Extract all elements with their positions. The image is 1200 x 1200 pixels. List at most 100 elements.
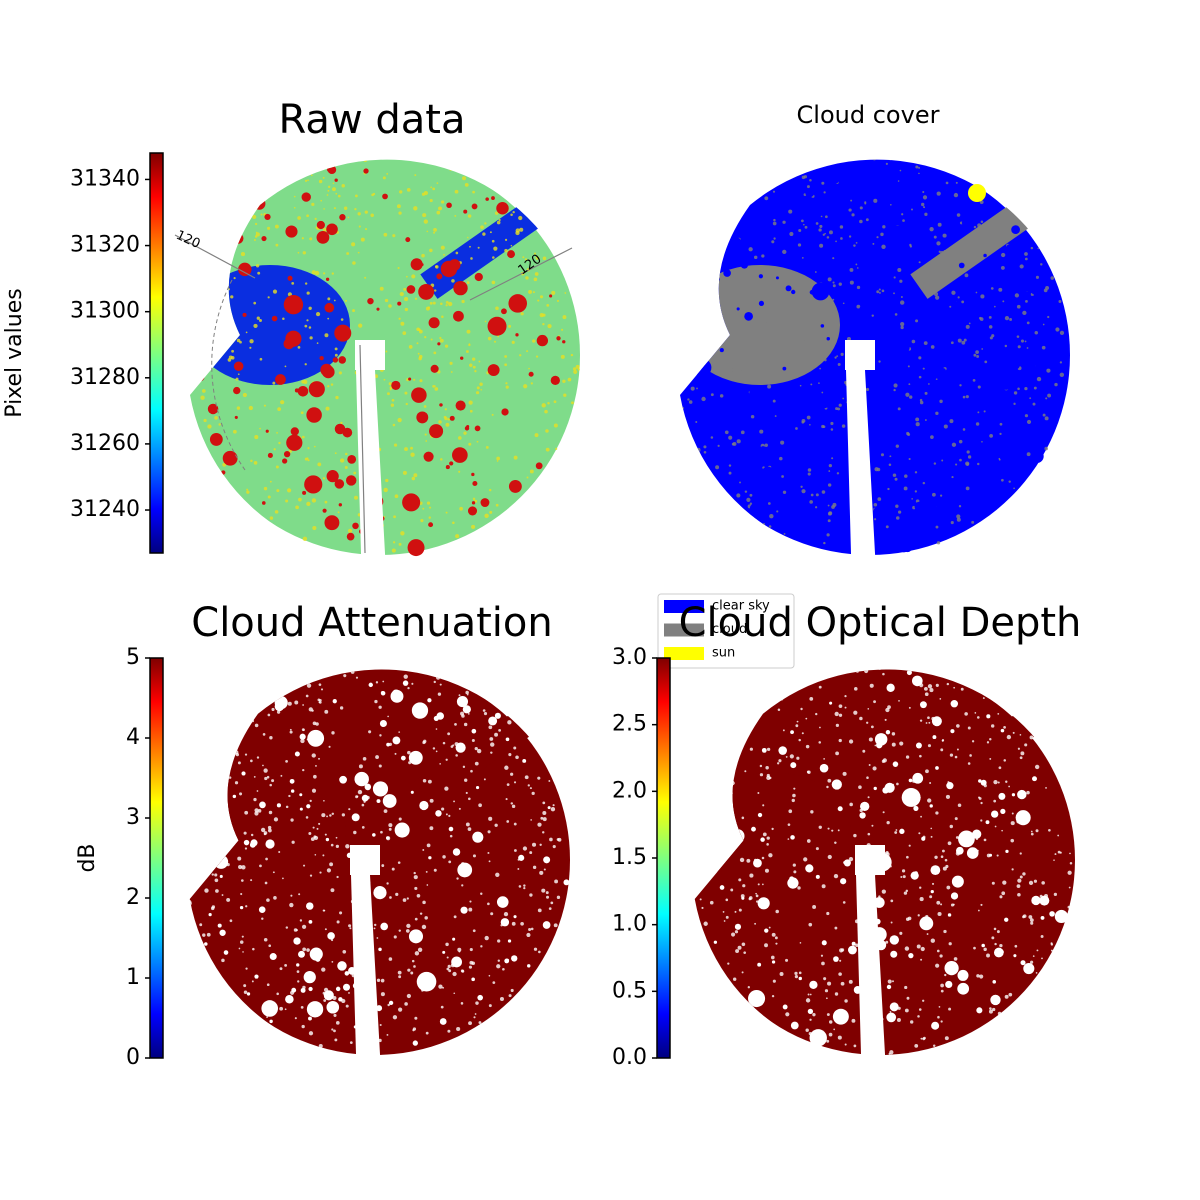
colorbar-label: dB [75,843,100,872]
speck [963,338,967,342]
spot [832,1008,849,1025]
spot [1004,917,1009,922]
spot [829,701,833,705]
speck [243,831,247,835]
speck [487,851,490,854]
speck [1037,247,1040,250]
speck [958,505,962,508]
speck [456,877,459,880]
mask-arm [855,845,887,1060]
spot [946,185,954,194]
speck [698,789,701,792]
speck [909,395,913,399]
speck [851,1018,856,1023]
speck [350,670,355,674]
spot [294,388,299,393]
speck [941,459,944,462]
speck [483,712,488,716]
spot [873,507,880,515]
spot [223,950,229,955]
spot [315,956,321,962]
speck [868,764,871,767]
speck [348,992,350,994]
spot [1040,915,1045,920]
speck [388,823,393,828]
polar-circle [211,279,246,471]
spot [981,943,985,948]
speck [885,162,888,165]
speck [398,1007,403,1012]
spot [416,971,437,992]
speck [1030,921,1034,925]
speck [518,215,523,221]
spot [342,983,351,991]
speck [488,1004,492,1008]
speck [537,299,540,302]
speck [888,463,892,467]
speck [439,336,442,340]
speck [876,236,879,239]
speck [711,865,715,869]
spot [501,308,507,315]
speck [468,442,472,446]
speck [753,317,758,323]
speck [721,778,726,783]
speck [301,924,307,929]
speck [1017,747,1021,750]
spot [1030,284,1042,295]
spot [261,1000,279,1017]
speck [182,342,184,344]
speck [285,805,289,809]
speck [701,396,706,402]
sun-marker [968,184,986,202]
spot [989,853,993,857]
speck [738,294,742,297]
speck [761,856,765,860]
speck [867,832,871,836]
speck [198,881,201,884]
speck [1001,478,1004,482]
speck [447,732,451,736]
spot [209,433,223,446]
speck [787,838,790,840]
spot [436,273,443,280]
speck [701,818,706,824]
spot [719,347,724,353]
speck [979,200,984,205]
speck [266,1016,268,1018]
speck [766,836,770,840]
speck [567,377,572,382]
spot [323,990,334,1001]
speck [1030,832,1034,836]
speck [826,785,829,789]
speck [826,1039,830,1043]
speck [397,970,402,975]
speck [741,971,744,974]
spot [877,424,898,444]
speck [314,853,317,856]
speck [524,258,528,261]
speck [540,816,544,820]
speck [323,208,325,210]
spot [978,779,982,783]
speck [983,838,987,842]
speck [1024,743,1028,747]
spot [299,733,306,740]
speck [180,339,182,341]
spot [757,962,762,967]
speck [414,297,418,300]
speck [905,889,909,893]
speck [906,431,910,436]
speck [296,970,300,973]
speck [864,669,869,674]
speck [946,885,951,890]
spot [411,387,427,403]
speck [986,953,990,958]
speck [866,776,869,779]
speck [466,329,471,334]
speck [297,980,300,983]
speck [474,747,478,751]
speck [1032,402,1036,406]
speck [214,415,218,420]
spot [308,1016,312,1021]
